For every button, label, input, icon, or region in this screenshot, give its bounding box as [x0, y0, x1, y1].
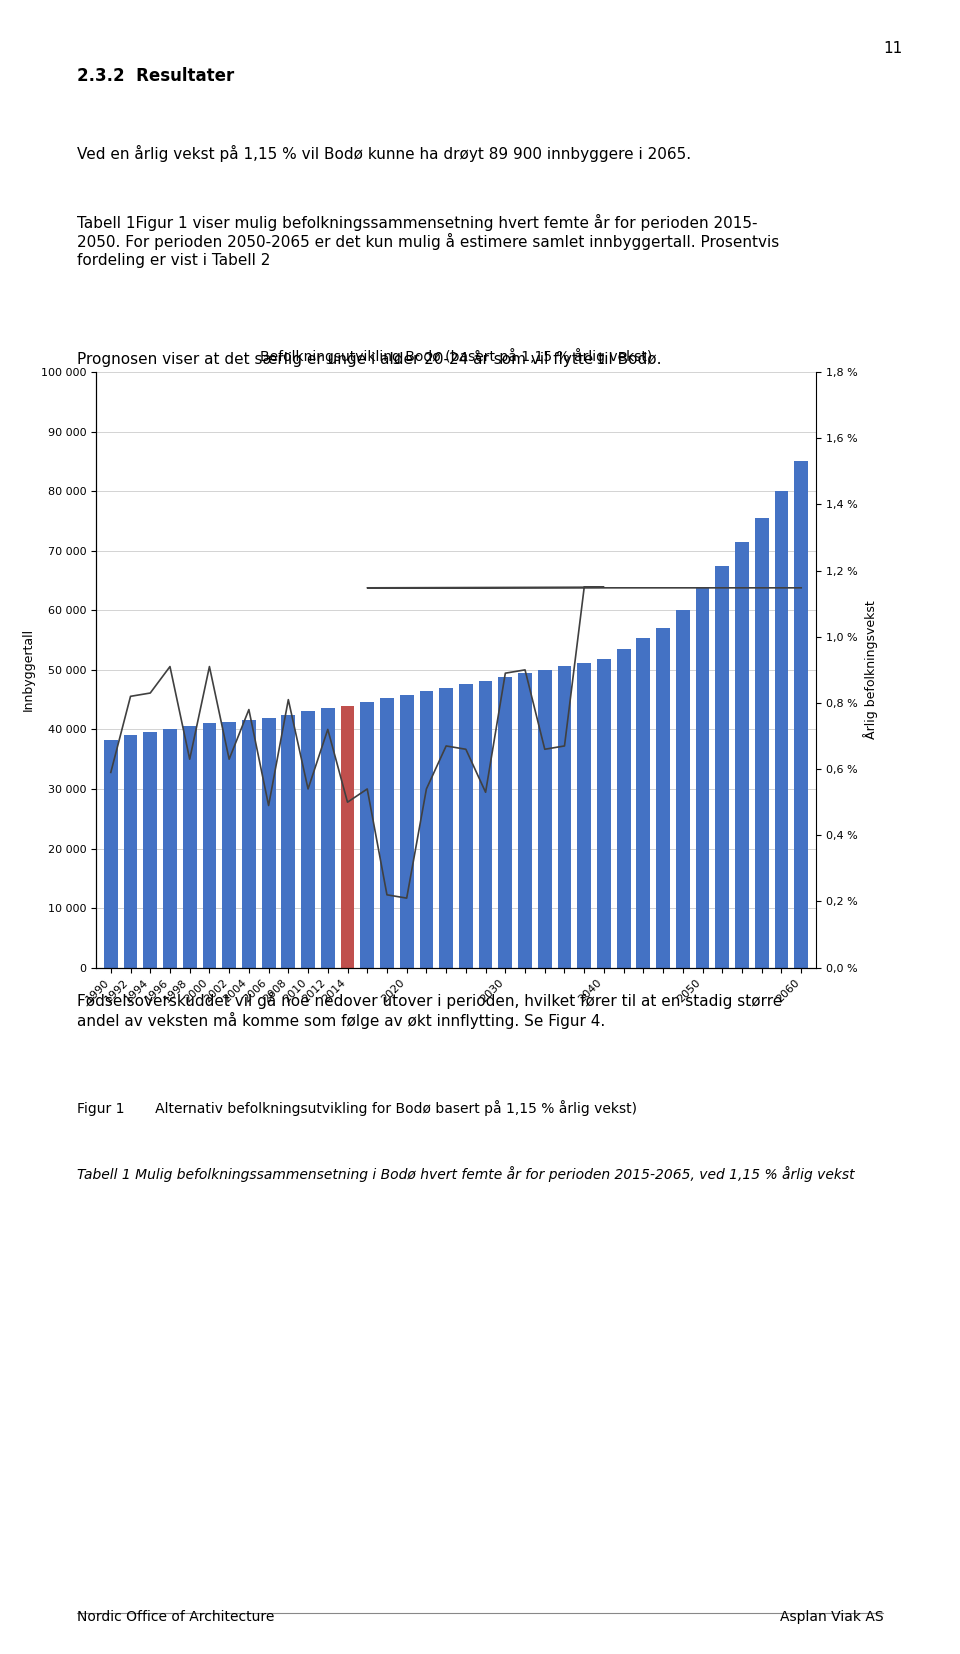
- Bar: [498, 676, 513, 968]
- Bar: [558, 667, 571, 968]
- Bar: [597, 660, 611, 968]
- Y-axis label: Årlig befolkningsvekst: Årlig befolkningsvekst: [863, 600, 878, 739]
- Bar: [182, 726, 197, 968]
- Bar: [242, 721, 255, 968]
- Text: Nordic Office of Architecture: Nordic Office of Architecture: [77, 1611, 275, 1624]
- Bar: [104, 739, 118, 968]
- Bar: [696, 587, 709, 968]
- Bar: [794, 461, 808, 968]
- Bar: [676, 610, 689, 968]
- Bar: [775, 491, 788, 968]
- Bar: [399, 695, 414, 968]
- Bar: [735, 543, 749, 968]
- Bar: [341, 706, 354, 968]
- Text: 2.3.2  Resultater: 2.3.2 Resultater: [77, 66, 234, 84]
- Bar: [321, 708, 335, 968]
- Bar: [203, 723, 216, 968]
- Bar: [301, 711, 315, 968]
- Text: 11: 11: [883, 41, 902, 56]
- Bar: [440, 688, 453, 968]
- Bar: [459, 685, 472, 968]
- Bar: [715, 566, 730, 968]
- Bar: [262, 718, 276, 968]
- Text: Prognosen viser at det særlig er unge i alder 20-24 år som vil flytte til Bodø.: Prognosen viser at det særlig er unge i …: [77, 351, 661, 367]
- Bar: [143, 733, 157, 968]
- Bar: [223, 721, 236, 968]
- Text: Figur 1       Alternativ befolkningsutvikling for Bodø basert på 1,15 % årlig ve: Figur 1 Alternativ befolkningsutvikling …: [77, 1100, 636, 1116]
- Bar: [616, 648, 631, 968]
- Bar: [518, 673, 532, 968]
- Text: Tabell 1Figur 1 viser mulig befolkningssammensetning hvert femte år for perioden: Tabell 1Figur 1 viser mulig befolkningss…: [77, 213, 780, 268]
- Bar: [380, 698, 394, 968]
- Bar: [420, 691, 433, 968]
- Bar: [124, 736, 137, 968]
- Text: Fødselsoverskuddet vil gå noe nedover utover i perioden, hvilket fører til at en: Fødselsoverskuddet vil gå noe nedover ut…: [77, 992, 782, 1029]
- Y-axis label: Innbyggertall: Innbyggertall: [22, 629, 36, 711]
- Title: Befolkningsutvikling Bodø (basert på 1,15 % årlig vekst): Befolkningsutvikling Bodø (basert på 1,1…: [260, 347, 652, 364]
- Bar: [657, 627, 670, 968]
- Bar: [360, 701, 374, 968]
- Text: Ved en årlig vekst på 1,15 % vil Bodø kunne ha drøyt 89 900 innbyggere i 2065.: Ved en årlig vekst på 1,15 % vil Bodø ku…: [77, 146, 691, 162]
- Bar: [281, 715, 296, 968]
- Bar: [755, 518, 769, 968]
- Bar: [577, 663, 591, 968]
- Bar: [479, 680, 492, 968]
- Bar: [163, 729, 177, 968]
- Bar: [538, 670, 552, 968]
- Text: Tabell 1 Mulig befolkningssammensetning i Bodø hvert femte år for perioden 2015-: Tabell 1 Mulig befolkningssammensetning …: [77, 1166, 854, 1183]
- Bar: [636, 638, 650, 968]
- Text: Asplan Viak AS: Asplan Viak AS: [780, 1611, 883, 1624]
